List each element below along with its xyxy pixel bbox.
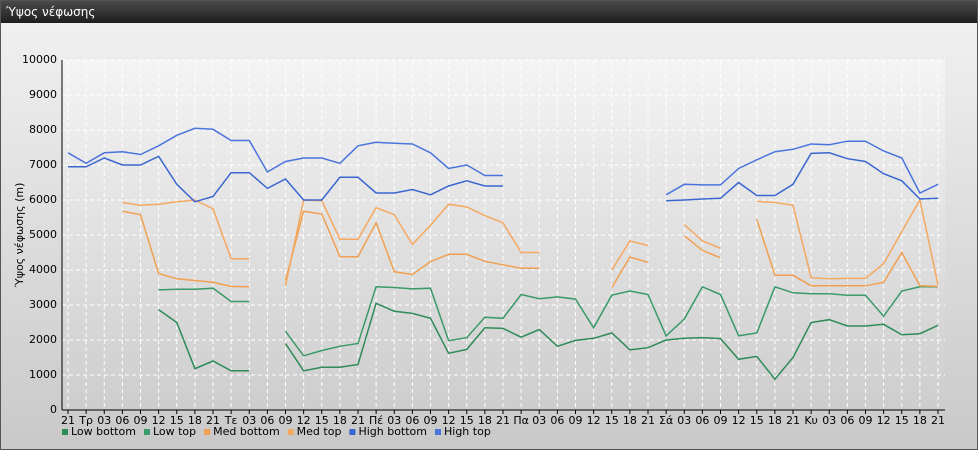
y-axis-label: Ύψος νέφωσης (m) — [13, 183, 26, 289]
x-tick-label: 21 — [206, 414, 220, 427]
x-tick-label: 21 — [786, 414, 800, 427]
x-tick-label: 06 — [550, 414, 564, 427]
x-tick-label: 06 — [840, 414, 854, 427]
x-tick-label: 21 — [61, 414, 75, 427]
x-tick-label: 21 — [641, 414, 655, 427]
x-tick-label: Τρ — [78, 414, 93, 427]
series-line — [122, 197, 939, 286]
legend-label: High top — [444, 425, 491, 438]
legend-swatch — [287, 429, 294, 435]
x-tick-label: 21 — [931, 414, 945, 427]
x-tick-label: 12 — [732, 414, 746, 427]
legend-label: High bottom — [358, 425, 427, 438]
legend-label: Med top — [297, 425, 342, 438]
legend-label: Low bottom — [71, 425, 136, 438]
x-tick-label: Πα — [513, 414, 529, 427]
x-tick-label: 15 — [750, 414, 764, 427]
series-line — [67, 127, 939, 196]
x-tick-label: 09 — [714, 414, 728, 427]
x-tick-label: 12 — [587, 414, 601, 427]
legend-swatch — [435, 429, 441, 435]
y-tick-label: 0 — [50, 403, 57, 416]
x-tick-label: 18 — [478, 414, 492, 427]
x-tick-label: 03 — [822, 414, 836, 427]
x-tick-label: 03 — [242, 414, 256, 427]
x-tick-label: 15 — [895, 414, 909, 427]
legend-swatch — [204, 429, 211, 435]
x-tick-label: 15 — [460, 414, 474, 427]
x-tick-label: 09 — [424, 414, 438, 427]
series-line — [68, 152, 939, 203]
x-tick-label: 06 — [115, 414, 129, 427]
x-tick-label: 15 — [605, 414, 619, 427]
x-tick-label: 12 — [442, 414, 456, 427]
series-line — [158, 285, 938, 357]
x-tick-label: 12 — [152, 414, 166, 427]
x-tick-label: 06 — [260, 414, 274, 427]
x-tick-label: 03 — [387, 414, 401, 427]
y-tick-label: 6000 — [29, 193, 57, 206]
legend-swatch — [62, 429, 68, 435]
x-tick-label: 09 — [859, 414, 873, 427]
chart: Ύψος νέφωσης (m) 0 1000 2000 3000 4000 5000 60… — [13, 53, 945, 438]
legend-swatch — [143, 429, 150, 435]
x-tick-label: Σά — [659, 414, 673, 427]
x-tick-label: 03 — [97, 414, 111, 427]
x-tick-label: Πέ — [369, 414, 383, 427]
legend-label: Low top — [153, 425, 196, 438]
x-tick-label: 21 — [496, 414, 510, 427]
y-tick-label: 8000 — [29, 123, 57, 136]
x-tick-label: 21 — [351, 414, 365, 427]
x-tick-label: 12 — [297, 414, 311, 427]
x-tick-label: 09 — [134, 414, 148, 427]
x-tick-label: 18 — [768, 414, 782, 427]
x-tick-label: 12 — [877, 414, 891, 427]
y-tick-label: 10000 — [22, 53, 57, 66]
x-tick-label: 15 — [170, 414, 184, 427]
y-tick-label: 3000 — [29, 298, 57, 311]
x-tick-label: 06 — [405, 414, 419, 427]
x-tick-label: 06 — [695, 414, 709, 427]
x-tick-label: Τε — [224, 414, 238, 427]
x-tick-label: 03 — [532, 414, 546, 427]
legend-swatch — [349, 429, 356, 435]
series-line — [122, 210, 939, 288]
x-tick-label: 18 — [188, 414, 202, 427]
y-tick-label: 1000 — [29, 368, 57, 381]
x-tick-label: 18 — [913, 414, 927, 427]
y-tick-label: 7000 — [29, 158, 57, 171]
x-tick-label: 15 — [315, 414, 329, 427]
y-tick-label: 5000 — [29, 228, 57, 241]
y-tick-label: 2000 — [29, 333, 57, 346]
x-tick-label: Κυ — [804, 414, 818, 427]
y-tick-label: 9000 — [29, 88, 57, 101]
title-bar: Ύψος νέφωσης — [1, 1, 977, 23]
x-tick-label: 18 — [623, 414, 637, 427]
x-tick-label: 18 — [333, 414, 347, 427]
series-line — [158, 302, 939, 381]
y-tick-label: 4000 — [29, 263, 57, 276]
x-tick-label: 09 — [279, 414, 293, 427]
x-tick-label: 09 — [569, 414, 583, 427]
x-tick-label: 03 — [677, 414, 691, 427]
legend-label: Med bottom — [213, 425, 280, 438]
